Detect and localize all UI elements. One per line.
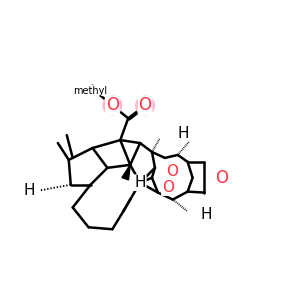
Text: O: O — [106, 96, 119, 114]
Text: H: H — [178, 126, 189, 141]
Polygon shape — [122, 165, 130, 180]
Text: methyl: methyl — [74, 85, 108, 96]
Text: O: O — [166, 164, 178, 179]
Circle shape — [103, 96, 122, 115]
Text: H: H — [23, 183, 35, 198]
Text: O: O — [139, 96, 152, 114]
Text: H: H — [201, 207, 212, 222]
Text: O: O — [162, 180, 174, 195]
Text: O: O — [215, 169, 228, 187]
Circle shape — [136, 96, 154, 115]
Text: H: H — [134, 175, 146, 190]
